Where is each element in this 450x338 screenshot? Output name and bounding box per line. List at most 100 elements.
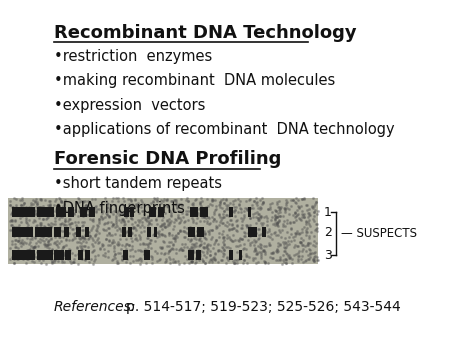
Point <box>275 199 282 204</box>
Bar <box>196 250 201 260</box>
Point <box>13 251 20 257</box>
Point <box>295 215 302 221</box>
Point <box>157 200 164 206</box>
Point <box>285 242 292 247</box>
Point <box>62 209 69 214</box>
Point <box>216 219 223 225</box>
Point <box>6 227 14 233</box>
Point <box>243 223 250 228</box>
Point <box>61 201 68 207</box>
Point <box>257 251 265 257</box>
Point <box>71 212 78 217</box>
Point <box>230 209 237 214</box>
Point <box>290 197 297 203</box>
Point <box>191 260 198 266</box>
Point <box>231 208 239 213</box>
Point <box>152 205 159 211</box>
Point <box>226 246 234 251</box>
Point <box>299 208 306 213</box>
Point <box>228 221 235 226</box>
Point <box>173 199 180 204</box>
Point <box>72 231 80 236</box>
Point <box>52 216 59 221</box>
Point <box>310 195 317 200</box>
Point <box>196 236 203 241</box>
Point <box>119 243 126 248</box>
Point <box>243 254 250 259</box>
Point <box>76 233 83 239</box>
Point <box>253 260 260 266</box>
Point <box>8 211 15 216</box>
Point <box>106 242 113 248</box>
Point <box>274 210 282 215</box>
Point <box>135 210 142 216</box>
Point <box>261 258 268 264</box>
Point <box>218 215 225 221</box>
Point <box>233 227 240 233</box>
Point <box>144 214 152 219</box>
Point <box>274 204 282 209</box>
Point <box>171 217 179 222</box>
Point <box>118 256 125 261</box>
Point <box>42 212 50 217</box>
Bar <box>144 250 150 260</box>
Point <box>271 212 279 218</box>
Point <box>14 208 21 213</box>
Point <box>76 251 83 256</box>
Point <box>46 201 54 207</box>
Point <box>81 256 88 262</box>
Point <box>143 217 150 222</box>
Point <box>293 243 301 248</box>
Point <box>79 227 86 233</box>
Point <box>261 249 269 255</box>
Point <box>186 224 194 230</box>
Point <box>41 232 49 238</box>
Point <box>284 254 291 259</box>
Point <box>36 220 43 225</box>
Point <box>183 208 190 213</box>
Point <box>191 233 198 238</box>
Point <box>198 206 206 212</box>
Point <box>164 197 171 202</box>
Point <box>34 243 41 248</box>
Point <box>74 245 81 251</box>
Point <box>137 225 144 230</box>
Point <box>240 258 248 263</box>
Point <box>31 218 38 224</box>
Point <box>42 261 50 266</box>
Point <box>298 226 305 232</box>
Text: •short tandem repeats: •short tandem repeats <box>54 176 222 191</box>
Point <box>256 235 263 240</box>
Point <box>126 247 134 253</box>
Point <box>14 210 21 215</box>
Point <box>273 209 280 214</box>
Point <box>204 214 211 219</box>
Point <box>26 228 33 233</box>
Point <box>288 256 296 262</box>
Point <box>17 229 24 235</box>
Point <box>275 227 282 233</box>
Point <box>294 212 302 217</box>
Bar <box>158 207 164 217</box>
Point <box>173 218 180 223</box>
Point <box>148 218 155 223</box>
Point <box>88 225 95 231</box>
Point <box>171 236 178 241</box>
Point <box>282 240 289 246</box>
Bar <box>65 250 71 260</box>
Point <box>64 234 71 239</box>
Point <box>120 203 127 209</box>
Point <box>233 204 240 210</box>
Point <box>16 207 23 212</box>
Point <box>228 226 235 231</box>
Point <box>109 223 116 228</box>
Point <box>204 203 211 209</box>
Point <box>124 228 131 234</box>
Point <box>7 198 14 204</box>
Point <box>8 218 15 224</box>
Point <box>110 240 117 245</box>
Point <box>304 214 311 220</box>
Point <box>74 261 81 266</box>
Point <box>125 242 132 248</box>
Point <box>231 238 239 243</box>
